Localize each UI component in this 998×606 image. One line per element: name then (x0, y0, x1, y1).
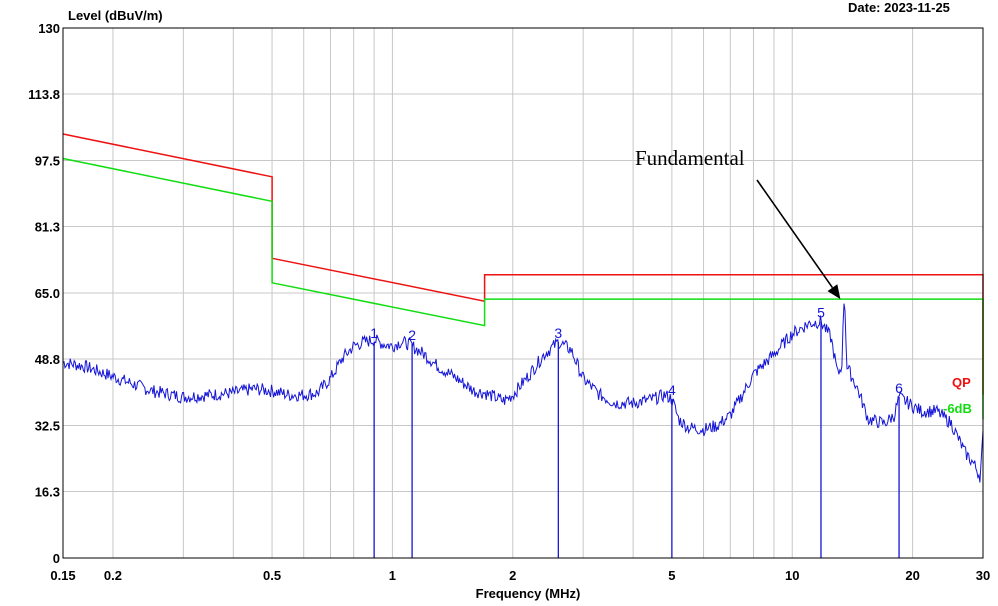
date-label: Date: 2023-11-25 (848, 0, 950, 15)
fundamental-arrow (756, 179, 834, 289)
peak-marker-label: 2 (408, 327, 416, 343)
x-tick-label: 10 (785, 568, 799, 583)
grid-lines (63, 27, 983, 559)
x-tick-label: 0.15 (50, 568, 75, 583)
x-tick-label: 30 (976, 568, 990, 583)
x-tick-label: 1 (389, 568, 396, 583)
y-tick-label: 130 (38, 21, 60, 36)
x-tick-label: 0.5 (263, 568, 281, 583)
y-tick-label: 81.3 (35, 220, 60, 235)
qp-limit-line (62, 133, 984, 395)
x-axis-title: Frequency (MHz) (476, 586, 581, 601)
minus6db-limit-label: -6dB (943, 401, 972, 416)
y-axis-title: Level (dBuV/m) (68, 8, 163, 23)
peak-marker-label: 6 (895, 380, 903, 396)
x-tick-label: 0.2 (104, 568, 122, 583)
peak-marker-label: 5 (817, 305, 825, 321)
fundamental-label: Fundamental (635, 146, 745, 170)
peak-marker-label: 3 (554, 325, 562, 341)
x-tick-label: 5 (668, 568, 675, 583)
limit-lines (62, 133, 984, 420)
qp-limit-label: QP (952, 375, 971, 390)
peak-marker-label: 1 (370, 325, 378, 341)
fundamental-arrowhead (827, 284, 841, 300)
y-tick-label: 48.8 (35, 352, 60, 367)
x-tick-label: 20 (905, 568, 919, 583)
peak-markers: 1 2 3 4 5 6 (370, 305, 903, 558)
y-tick-label: 16.3 (35, 485, 60, 500)
y-tick-label: 0 (53, 551, 60, 566)
y-tick-label: 32.5 (35, 419, 60, 434)
y-tick-label: 113.8 (28, 87, 60, 102)
trace-line (62, 303, 984, 483)
peak-marker-label: 4 (668, 382, 676, 398)
fundamental-annotation: Fundamental (635, 146, 841, 300)
minus6db-limit-line (62, 157, 984, 420)
y-tick-label: 97.5 (35, 154, 60, 169)
y-tick-label: 65.0 (35, 286, 60, 301)
measurement-trace (62, 303, 984, 483)
plot-border (62, 27, 984, 559)
x-tick-label: 2 (509, 568, 516, 583)
